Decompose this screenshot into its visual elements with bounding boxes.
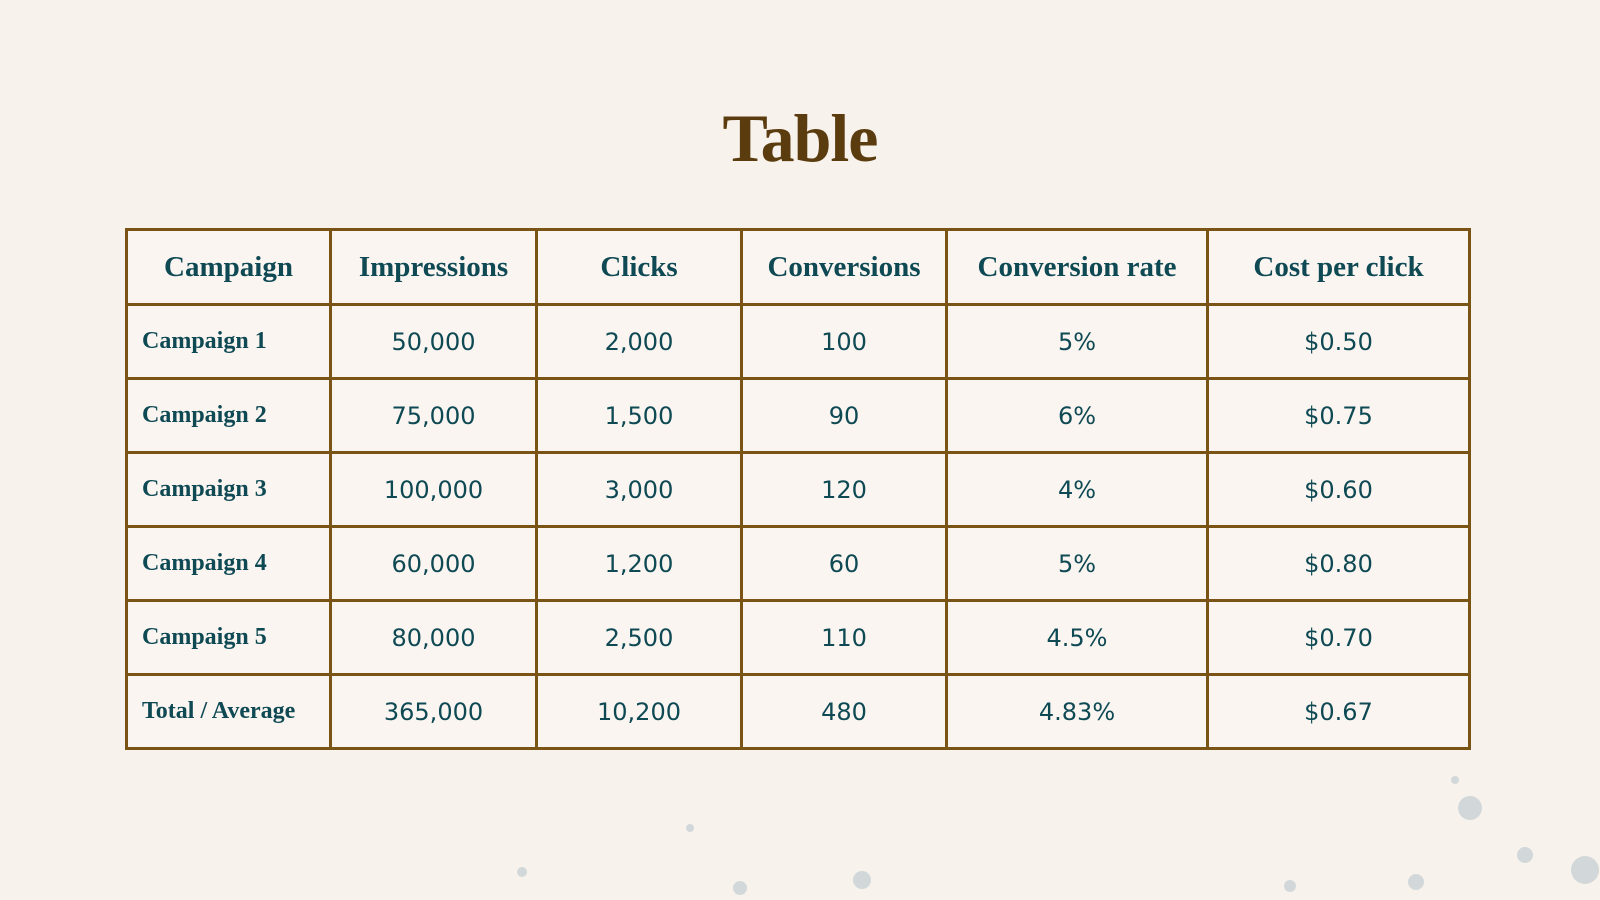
table-cell: 2,500 [535,599,743,676]
slide-title: Table [722,100,878,176]
table-cell: $0.67 [1206,673,1471,750]
table-cell: $0.50 [1206,303,1471,380]
splatter-dot [1517,847,1533,863]
table-cell: 80,000 [329,599,538,676]
table-cell: 3,000 [535,451,743,528]
splatter-dot [1284,880,1296,892]
table-cell: 4.5% [945,599,1209,676]
table-row: Campaign 2 75,000 1,500 90 6% $0.75 [125,377,1471,454]
table-cell: 60 [740,525,948,602]
table-row: Campaign 4 60,000 1,200 60 5% $0.80 [125,525,1471,602]
splatter-dot [517,867,527,877]
column-header: Cost per click [1206,228,1471,306]
row-label: Campaign 3 [125,451,332,528]
table-cell: 4% [945,451,1209,528]
table-cell: 110 [740,599,948,676]
column-header: Clicks [535,228,743,306]
row-label: Campaign 4 [125,525,332,602]
splatter-dot [853,871,871,889]
column-header: Conversions [740,228,948,306]
table-cell: 50,000 [329,303,538,380]
column-header: Conversion rate [945,228,1209,306]
splatter-dot [686,824,694,832]
table-cell: 4.83% [945,673,1209,750]
table-body: Campaign 1 50,000 2,000 100 5% $0.50 Campaign … [125,303,1471,750]
splatter-dot [1408,874,1424,890]
table-row: Campaign 3 100,000 3,000 120 4% $0.60 [125,451,1471,528]
data-table: Campaign Impressions Clicks Conversions Conv… [125,228,1471,750]
table-cell: $0.60 [1206,451,1471,528]
table-cell: 100,000 [329,451,538,528]
table-cell: $0.80 [1206,525,1471,602]
table-cell: 1,200 [535,525,743,602]
table-cell: 6% [945,377,1209,454]
table-cell: 480 [740,673,948,750]
table-cell: $0.75 [1206,377,1471,454]
splatter-dot [1451,776,1459,784]
table-cell: $0.70 [1206,599,1471,676]
row-label: Campaign 1 [125,303,332,380]
column-header: Impressions [329,228,538,306]
header-row: Campaign Impressions Clicks Conversions Conv… [125,228,1471,306]
splatter-dot [1458,796,1482,820]
table-cell: 5% [945,525,1209,602]
table-cell: 2,000 [535,303,743,380]
splatter-dot [733,881,747,895]
table-cell: 5% [945,303,1209,380]
table-cell: 1,500 [535,377,743,454]
table-row: Total / Average 365,000 10,200 480 4.83% $0.6… [125,673,1471,750]
row-label: Campaign 5 [125,599,332,676]
table-cell: 60,000 [329,525,538,602]
table-cell: 75,000 [329,377,538,454]
table-row: Campaign 1 50,000 2,000 100 5% $0.50 [125,303,1471,380]
column-header: Campaign [125,228,332,306]
splatter-dot [1571,856,1599,884]
row-label: Campaign 2 [125,377,332,454]
table-cell: 365,000 [329,673,538,750]
table-row: Campaign 5 80,000 2,500 110 4.5% $0.70 [125,599,1471,676]
table-cell: 100 [740,303,948,380]
row-label: Total / Average [125,673,332,750]
table-cell: 10,200 [535,673,743,750]
table-cell: 120 [740,451,948,528]
table-cell: 90 [740,377,948,454]
